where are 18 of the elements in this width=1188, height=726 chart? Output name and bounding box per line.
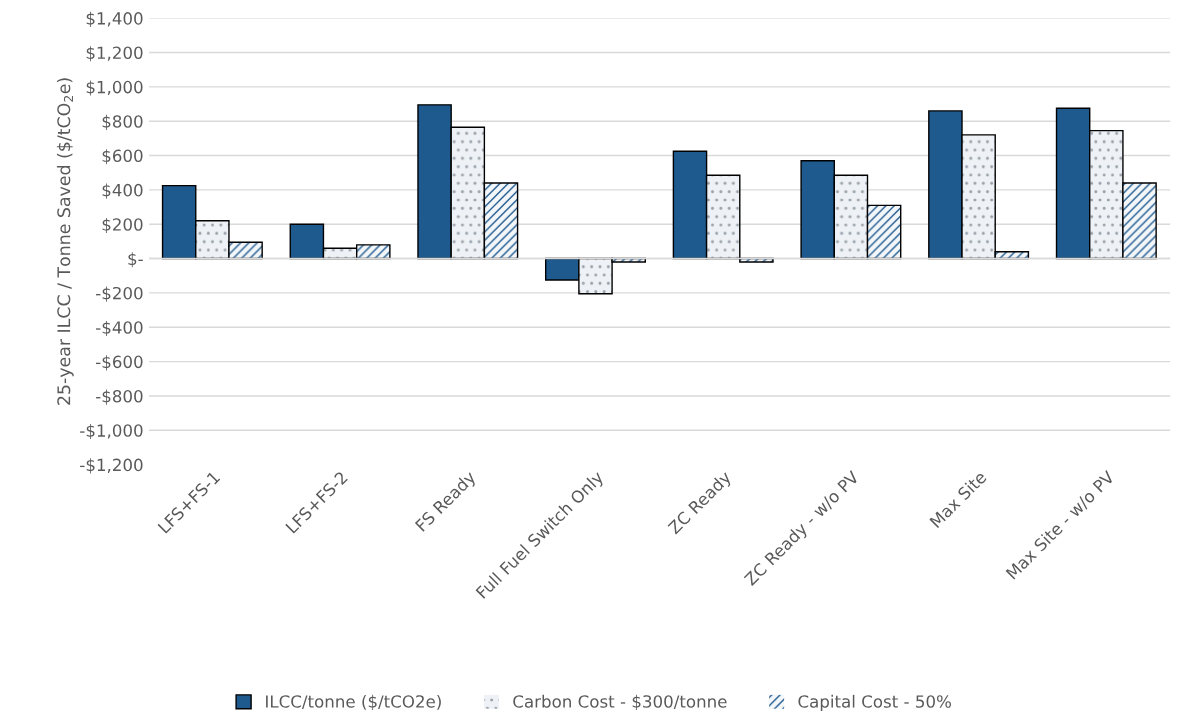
legend-label: ILCC/tonne ($/tCO2e) bbox=[266, 694, 441, 710]
y-tick-label: $800 bbox=[102, 114, 143, 130]
y-tick-label: -$1,200 bbox=[80, 458, 143, 474]
y-tick-label: $1,000 bbox=[86, 80, 143, 96]
y-tick-label: $200 bbox=[102, 217, 143, 233]
y-tick-label: -$800 bbox=[96, 389, 143, 405]
y-axis-title: 25-year ILCC / Tonne Saved ($/tCO$_{2}$e) bbox=[56, 78, 74, 405]
y-tick-label: -$600 bbox=[96, 355, 143, 371]
legend-label: Carbon Cost - $300/tonne bbox=[513, 694, 727, 710]
y-tick-label: $600 bbox=[102, 149, 143, 165]
y-tick-label: -$200 bbox=[96, 286, 143, 302]
y-tick-label: -$400 bbox=[96, 320, 143, 337]
y-tick-label: -$1,000 bbox=[80, 423, 143, 440]
y-tick-label: $1,200 bbox=[86, 46, 143, 62]
y-tick-label: $- bbox=[128, 252, 143, 268]
y-tick-label: $400 bbox=[102, 183, 143, 199]
legend-label: Capital Cost - 50% bbox=[798, 694, 951, 711]
y-tick-label: $1,400 bbox=[86, 11, 143, 27]
